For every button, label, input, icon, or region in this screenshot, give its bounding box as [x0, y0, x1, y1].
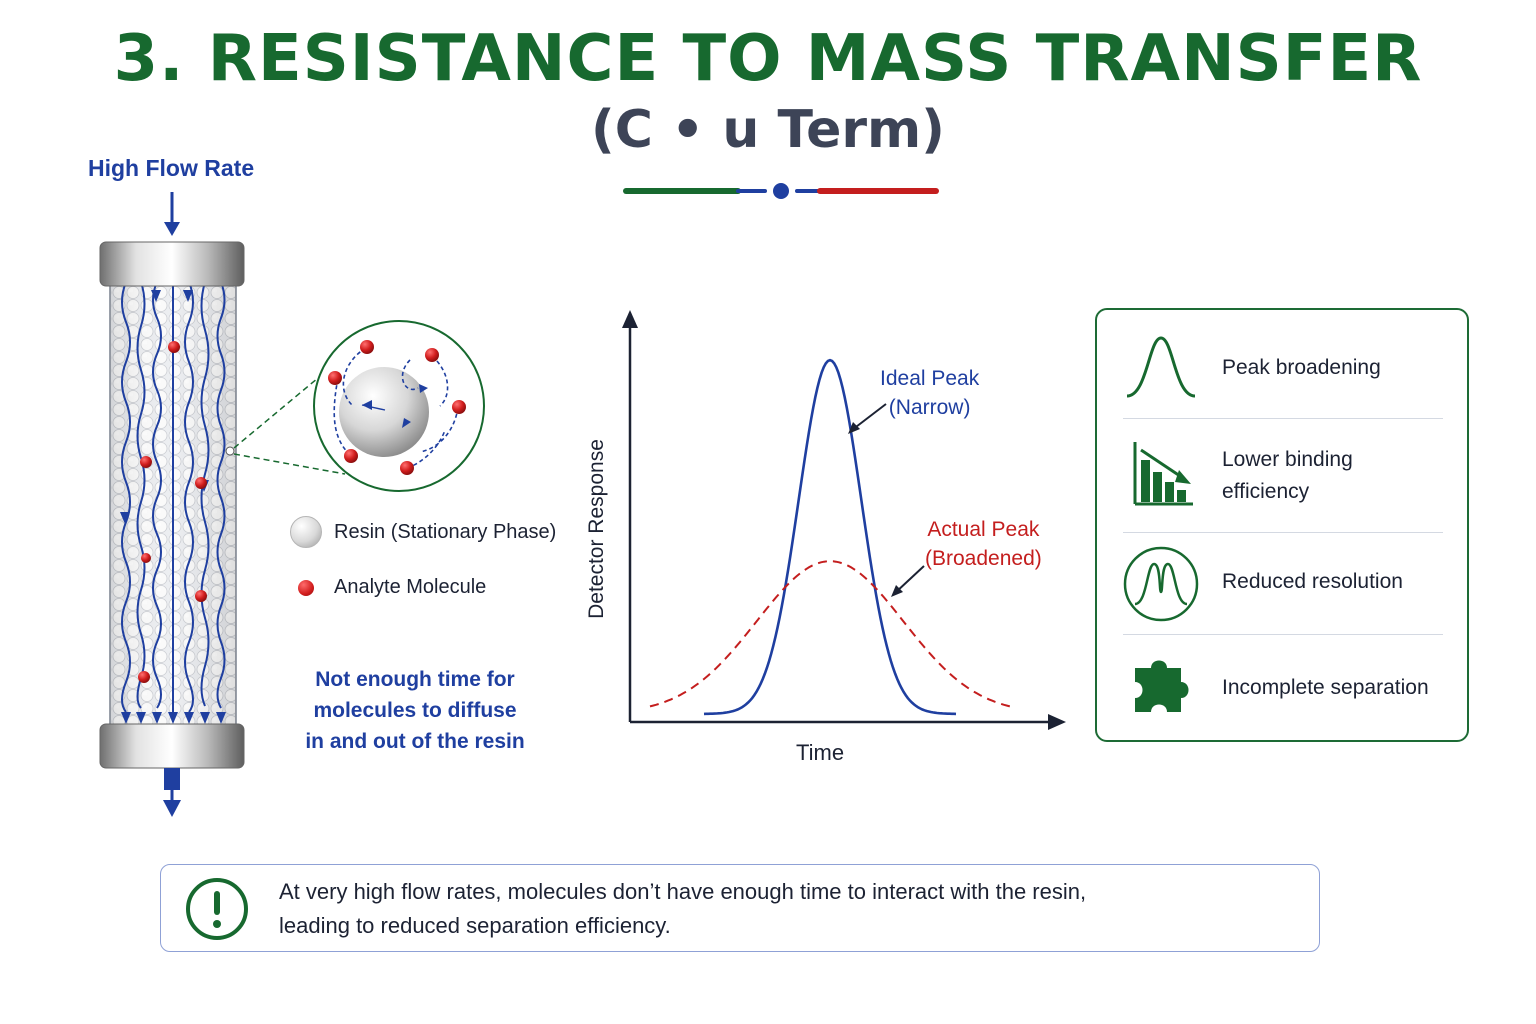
x-axis-label: Time: [796, 740, 845, 765]
magnified-bead-inset: [313, 320, 485, 492]
page-subtitle: (C • u Term): [591, 100, 945, 160]
effects-divider: [1123, 532, 1443, 533]
flow-streamlines: [121, 281, 226, 722]
peak-chart: [622, 310, 1066, 730]
overlapping-peaks-icon: [1123, 546, 1199, 622]
diffusion-note-line: in and out of the resin: [305, 730, 525, 753]
y-axis-label: Detector Response: [585, 439, 608, 619]
effects-divider: [1123, 634, 1443, 635]
consequences-panel: Peak broadening Lower binding efficiency…: [1095, 308, 1469, 742]
top-end-cap: [99, 241, 245, 287]
x-axis-arrow-icon: [1048, 714, 1066, 730]
diffusion-note-line: Not enough time for: [315, 668, 515, 691]
y-axis-arrow-icon: [622, 310, 638, 328]
effect-label: Lower binding efficiency: [1222, 444, 1353, 508]
actual-peak-label-line: Actual Peak: [927, 518, 1040, 541]
effect-label: Incomplete separation: [1222, 676, 1429, 699]
effect-label-line: efficiency: [1222, 480, 1310, 503]
high-flow-rate-label: High Flow Rate: [88, 155, 255, 181]
callout-text: At very high flow rates, molecules don’t…: [279, 875, 1289, 943]
actual-peak-curve: [649, 560, 1011, 708]
ideal-peak-label-line: Ideal Peak: [880, 367, 980, 390]
effect-label-line: Lower binding: [1222, 448, 1353, 471]
ideal-peak-label: Ideal Peak (Narrow): [880, 364, 979, 422]
analyte-molecule-icon: [298, 579, 314, 596]
diffusion-note-line: molecules to diffuse: [313, 699, 517, 722]
page-title: 3. RESISTANCE TO MASS TRANSFER: [113, 22, 1423, 96]
callout-line: leading to reduced separation efficiency…: [279, 913, 671, 938]
resin-bead-icon: [290, 516, 322, 548]
legend-resin: Resin (Stationary Phase): [290, 516, 556, 548]
legend-resin-label: Resin (Stationary Phase): [334, 520, 557, 543]
actual-peak-pointer: [894, 565, 925, 594]
effects-divider: [1123, 418, 1443, 419]
effect-label: Peak broadening: [1222, 356, 1381, 379]
ideal-peak-pointer: [851, 403, 887, 431]
key-takeaway-callout: At very high flow rates, molecules don’t…: [160, 864, 1320, 952]
bottom-end-cap: [99, 723, 245, 769]
title-divider: [623, 183, 939, 199]
diffusion-note: Not enough time for molecules to diffuse…: [295, 664, 535, 757]
puzzle-piece-icon: [1135, 660, 1189, 712]
peak-broadening-icon: [1126, 336, 1196, 398]
actual-peak-label: Actual Peak (Broadened): [925, 515, 1042, 573]
analyte-molecules-in-column: [138, 341, 207, 683]
callout-line: At very high flow rates, molecules don’t…: [279, 879, 1087, 904]
legend-analyte: Analyte Molecule: [290, 576, 486, 599]
declining-bar-chart-icon: [1133, 442, 1193, 506]
ideal-peak-label-line: (Narrow): [888, 396, 971, 419]
chromatography-column-illustration: [99, 192, 485, 817]
actual-peak-label-line: (Broadened): [925, 547, 1042, 570]
effect-label: Reduced resolution: [1222, 570, 1403, 593]
legend-analyte-label: Analyte Molecule: [334, 576, 487, 598]
exclamation-icon: [186, 878, 248, 940]
ideal-peak-curve: [703, 358, 957, 716]
